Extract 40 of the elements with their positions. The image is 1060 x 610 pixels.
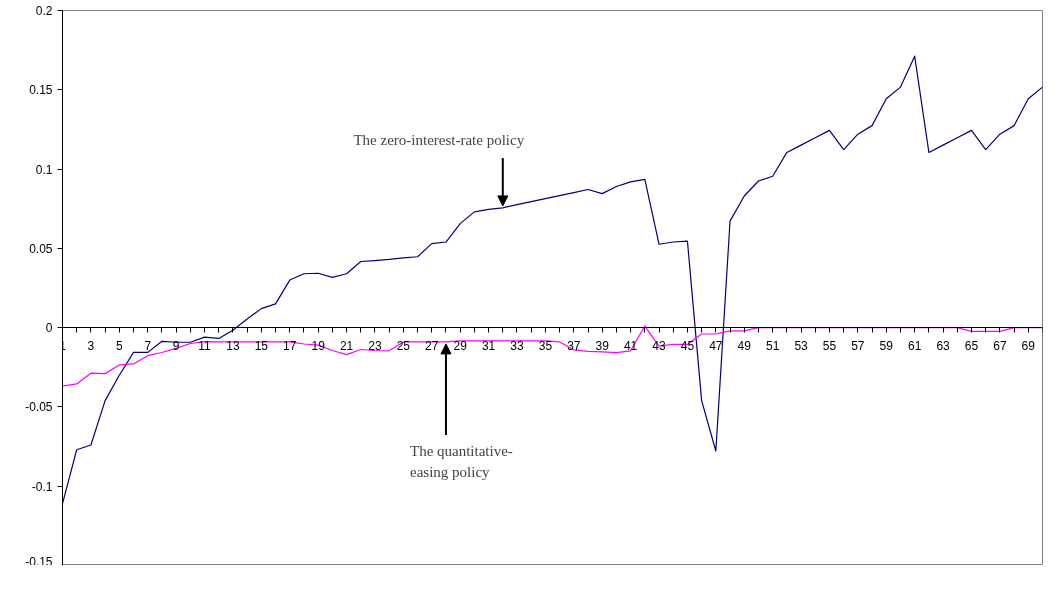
x-tick-label: 21 bbox=[339, 338, 354, 353]
x-tick-label: 27 bbox=[425, 338, 439, 353]
x-tick-label: 11 bbox=[198, 338, 212, 353]
x-tick-label: 51 bbox=[765, 338, 780, 353]
x-tick-label: 33 bbox=[510, 338, 524, 353]
x-tick-label: 7 bbox=[144, 338, 152, 353]
y-tick-label: 0.2 bbox=[35, 4, 53, 18]
x-tick-label: 59 bbox=[879, 338, 894, 353]
x-tick-label: 37 bbox=[567, 338, 581, 353]
x-tick-label: 55 bbox=[822, 338, 837, 353]
line-series bbox=[62, 55, 1043, 505]
annotation: The quantitative-easing policy bbox=[409, 442, 513, 480]
x-tick-label: 25 bbox=[396, 338, 411, 353]
x-tick-label: 63 bbox=[936, 338, 951, 353]
x-tick-label: 3 bbox=[87, 338, 95, 353]
y-tick-label: 0.1 bbox=[35, 162, 53, 177]
x-tick-label: 53 bbox=[794, 338, 809, 353]
y-tick-label: -0.15 bbox=[25, 554, 53, 569]
x-tick-label: 29 bbox=[453, 338, 468, 353]
x-tick-label: 5 bbox=[115, 338, 123, 353]
y-tick-label: 0.05 bbox=[29, 241, 53, 256]
y-tick-label: -0.05 bbox=[25, 400, 53, 415]
x-tick-label: 35 bbox=[538, 338, 553, 353]
x-tick-label: 17 bbox=[283, 338, 297, 353]
annotation: The zero-interest-rate policy bbox=[353, 131, 525, 148]
x-tick-label: 61 bbox=[908, 338, 922, 353]
x-tick-label: 57 bbox=[851, 338, 865, 353]
x-tick-label: 67 bbox=[993, 338, 1007, 353]
x-tick-label: 39 bbox=[595, 338, 610, 353]
x-tick-label: 13 bbox=[226, 338, 240, 353]
x-tick-label: 31 bbox=[481, 338, 496, 353]
x-tick-label: 23 bbox=[368, 338, 382, 353]
x-tick-label: 47 bbox=[709, 338, 723, 353]
y-tick-label: -0.1 bbox=[31, 479, 53, 494]
x-tick-label: 15 bbox=[254, 338, 269, 353]
x-tick-label: 65 bbox=[964, 338, 979, 353]
x-tick-label: 69 bbox=[1021, 338, 1036, 353]
y-tick-label: 0 bbox=[45, 321, 53, 336]
x-tick-label: 49 bbox=[737, 338, 752, 353]
y-tick-label: 0.15 bbox=[29, 83, 53, 98]
